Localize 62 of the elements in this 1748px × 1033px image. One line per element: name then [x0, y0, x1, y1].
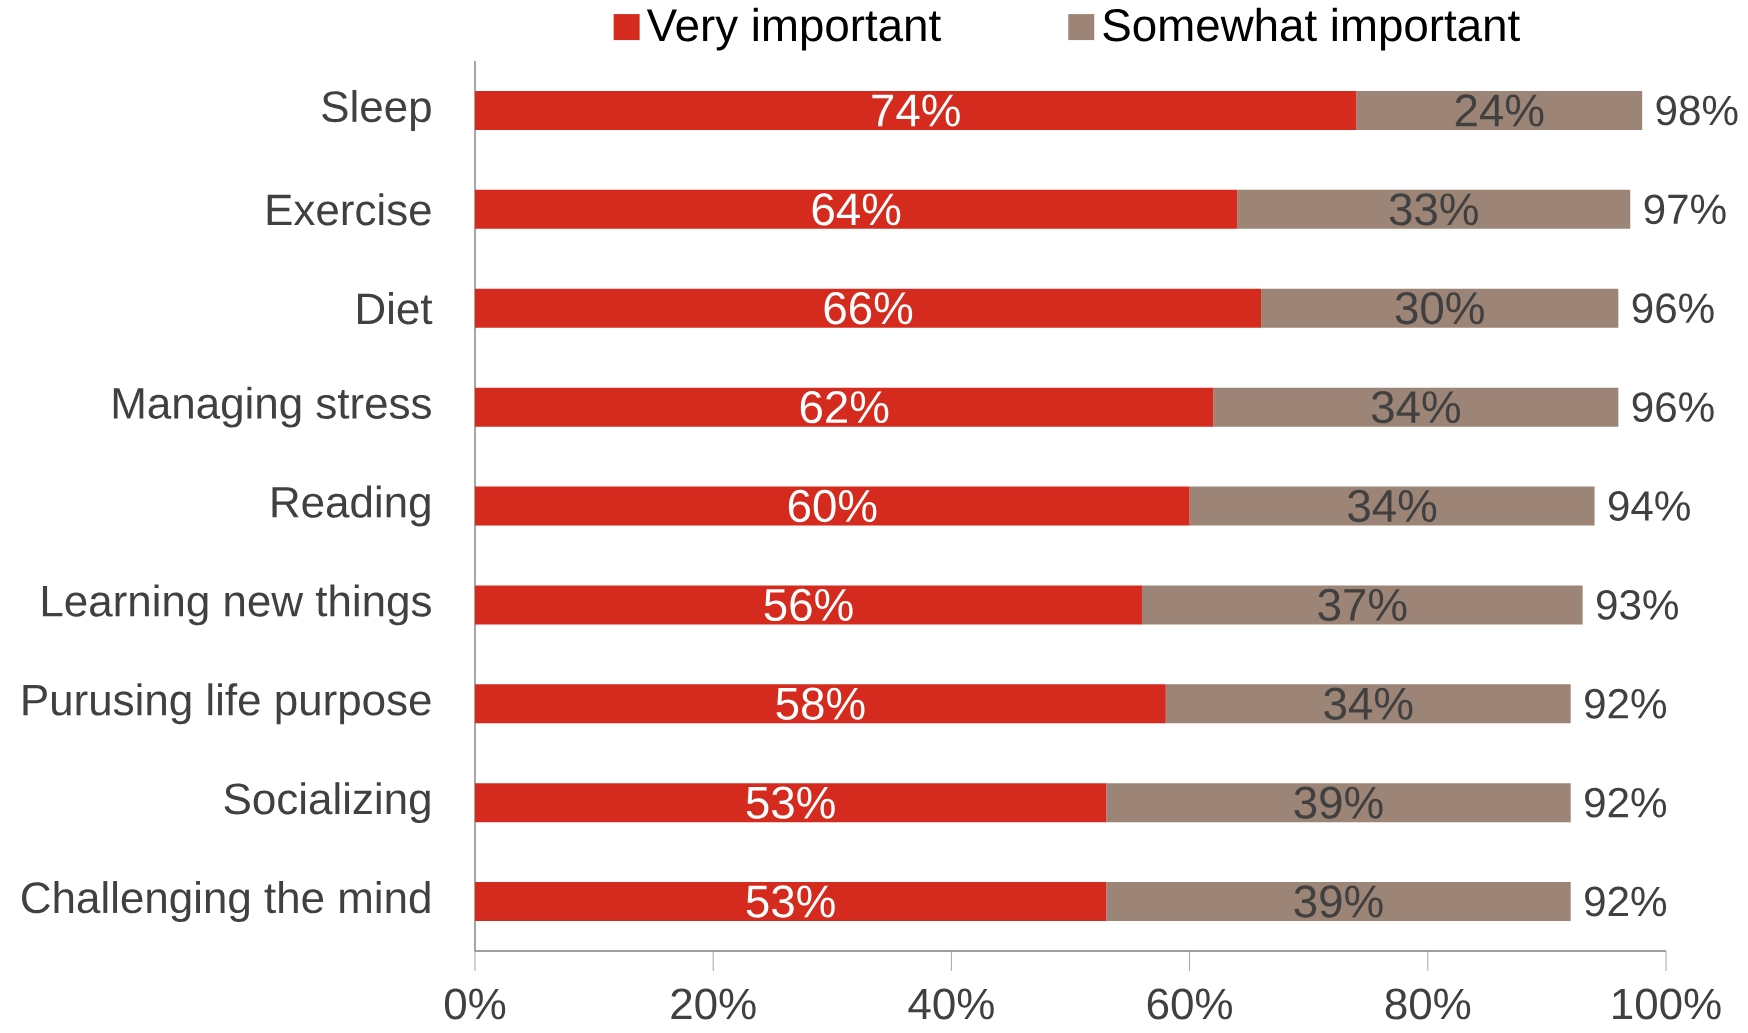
bar — [1106, 882, 1571, 922]
bar — [1106, 783, 1571, 823]
x-tick-label: 80% — [1385, 988, 1471, 1020]
bar — [1165, 684, 1571, 724]
data-label: 58% — [776, 687, 865, 720]
total-label: 96% — [1632, 293, 1714, 324]
x-tick-label: 40% — [908, 988, 994, 1020]
y-tick-label: Exercise — [267, 193, 431, 226]
data-label: 24% — [1455, 94, 1544, 127]
data-label: 62% — [800, 390, 889, 424]
bar — [1356, 90, 1643, 130]
total-label: 92% — [1585, 688, 1667, 719]
total-label: 92% — [1585, 886, 1667, 917]
total-label: 97% — [1644, 194, 1726, 225]
data-label: 34% — [1348, 489, 1437, 523]
data-label: 39% — [1294, 885, 1383, 918]
data-label: 30% — [1395, 292, 1484, 325]
data-label: 53% — [746, 786, 835, 819]
bar — [475, 684, 1166, 724]
x-tick-label: 20% — [671, 988, 756, 1020]
y-tick-label: Sleep — [322, 89, 431, 131]
y-tick-label: Diet — [358, 292, 433, 325]
y-tick-label: Learning new things — [42, 584, 431, 626]
y-tick-label: Socializing — [224, 782, 430, 824]
data-label: 37% — [1318, 588, 1407, 622]
x-tick-label: 100% — [1613, 988, 1721, 1020]
data-label: 53% — [746, 885, 835, 918]
bar — [475, 288, 1262, 328]
legend-label: Very important — [646, 7, 941, 51]
total-label: 98% — [1656, 95, 1738, 126]
bar — [475, 189, 1238, 229]
bar — [1141, 585, 1583, 625]
data-label: 74% — [872, 94, 960, 127]
y-tick-label: Managing stress — [113, 386, 431, 428]
x-tick-label: 60% — [1147, 988, 1232, 1020]
bar — [475, 486, 1190, 526]
bar — [475, 882, 1107, 922]
bar — [1237, 189, 1631, 229]
bar — [475, 90, 1357, 130]
total-label: 92% — [1585, 787, 1667, 818]
y-tick-label: Purusing life purpose — [23, 683, 431, 725]
data-label: 60% — [788, 489, 877, 523]
data-label: 34% — [1371, 390, 1460, 424]
data-label: 33% — [1389, 193, 1478, 226]
data-label: 56% — [764, 588, 853, 622]
total-label: 94% — [1608, 491, 1690, 521]
bar — [475, 783, 1107, 823]
total-label: 96% — [1632, 392, 1714, 423]
y-tick-label: Reading — [272, 485, 430, 527]
bar — [1189, 486, 1595, 526]
data-label: 39% — [1294, 786, 1383, 819]
bar — [475, 585, 1142, 625]
total-label: 93% — [1597, 589, 1678, 620]
bar — [1213, 387, 1619, 427]
data-label: 66% — [824, 292, 913, 325]
data-label: 64% — [812, 193, 901, 226]
data-label: 34% — [1324, 687, 1413, 720]
bar — [475, 387, 1214, 427]
x-tick-label: 0% — [444, 988, 506, 1020]
y-tick-label: Challenging the mind — [22, 881, 430, 923]
legend-label: Somewhat important — [1103, 7, 1520, 51]
bar — [1261, 288, 1619, 328]
